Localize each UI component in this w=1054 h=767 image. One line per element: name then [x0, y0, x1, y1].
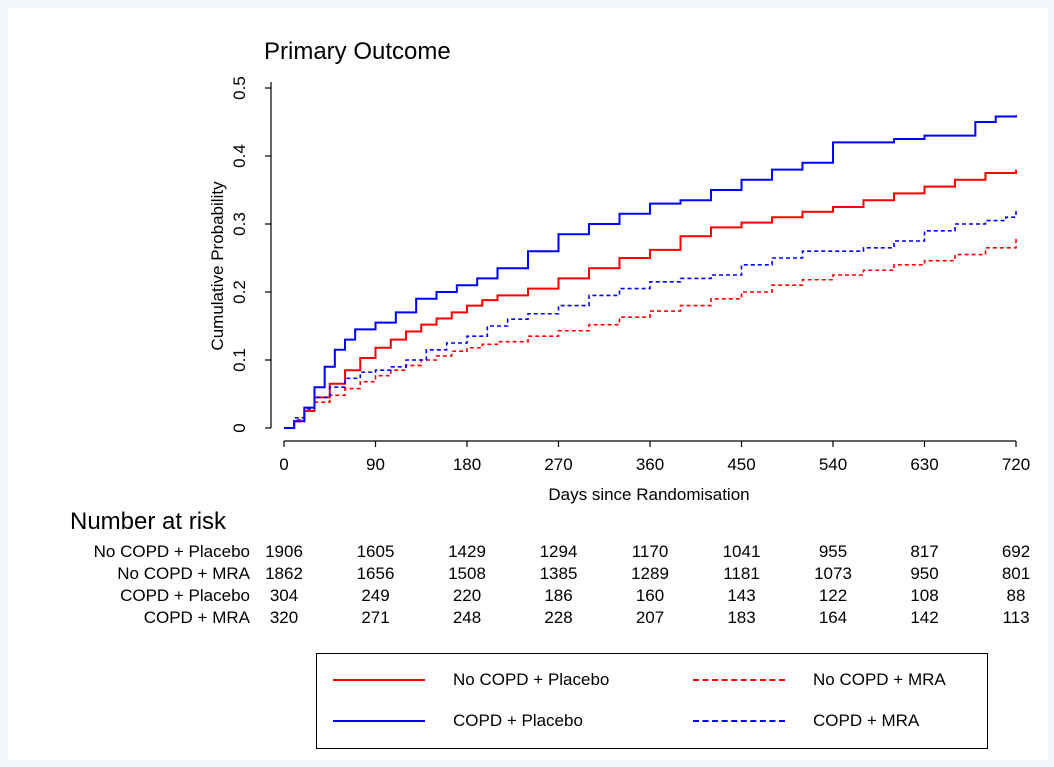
risk-value: 1181 — [723, 564, 760, 583]
y-tick-label: 0.4 — [230, 144, 249, 168]
risk-value: 1073 — [814, 564, 852, 583]
risk-value: 160 — [636, 586, 664, 605]
legend-item-copd-mra: COPD + MRA — [693, 709, 919, 733]
risk-value: 271 — [361, 608, 389, 627]
series-lines — [284, 115, 1017, 429]
risk-value: 113 — [1002, 608, 1029, 627]
x-tick-label: 270 — [544, 455, 572, 474]
risk-value: 801 — [1002, 564, 1030, 583]
legend-swatch — [693, 720, 785, 722]
risk-value: 1170 — [632, 542, 669, 561]
x-tick-label: 0 — [279, 455, 288, 474]
x-tick-label: 630 — [910, 455, 938, 474]
y-tick-label: 0.5 — [230, 76, 249, 100]
risk-value: 1294 — [540, 542, 578, 561]
risk-value: 955 — [819, 542, 847, 561]
risk-value: 164 — [819, 608, 847, 627]
risk-row-label: No COPD + Placebo — [94, 542, 250, 561]
risk-value: 143 — [727, 586, 755, 605]
risk-value: 249 — [361, 586, 389, 605]
risk-value: 692 — [1002, 542, 1030, 561]
risk-value: 950 — [910, 564, 938, 583]
legend-item-copd-placebo: COPD + Placebo — [333, 709, 583, 733]
chart-area: Primary Outcome 0 0.1 0.2 0.3 0.4 0.5 0 90 180 2… — [70, 38, 1031, 627]
legend-label: COPD + Placebo — [453, 711, 583, 730]
risk-value: 88 — [1007, 586, 1026, 605]
risk-row-label: COPD + MRA — [144, 608, 251, 627]
x-tick-label: 360 — [636, 455, 664, 474]
series-line-copd-placebo — [284, 115, 1017, 429]
legend: No COPD + Placebo No COPD + MRA COPD + P… — [316, 653, 988, 749]
risk-row-label: COPD + Placebo — [120, 586, 250, 605]
risk-value: 1385 — [540, 564, 578, 583]
figure-frame: Primary Outcome 0 0.1 0.2 0.3 0.4 0.5 0 90 180 2… — [8, 8, 1048, 760]
risk-table-title: Number at risk — [70, 508, 227, 535]
x-tick-label: 540 — [819, 455, 847, 474]
y-tick-label: 0.1 — [230, 348, 249, 372]
y-tick-label: 0.2 — [230, 280, 249, 304]
series-line-copd-mra — [284, 210, 1017, 429]
x-tick-label: 180 — [453, 455, 481, 474]
risk-value: 1906 — [265, 542, 303, 561]
legend-swatch — [333, 720, 425, 722]
x-ticks: 0 90 180 270 360 450 540 630 720 — [279, 441, 1030, 474]
risk-value: 1429 — [448, 542, 486, 561]
risk-value: 207 — [636, 608, 664, 627]
risk-value: 248 — [453, 608, 481, 627]
risk-value: 183 — [727, 608, 755, 627]
risk-value: 108 — [910, 586, 938, 605]
risk-value: 320 — [270, 608, 298, 627]
x-tick-label: 720 — [1002, 455, 1030, 474]
legend-item-no-copd-mra: No COPD + MRA — [693, 668, 946, 692]
legend-item-no-copd-placebo: No COPD + Placebo — [333, 668, 609, 692]
risk-value: 1289 — [631, 564, 669, 583]
risk-value: 1605 — [357, 542, 395, 561]
y-ticks: 0 0.1 0.2 0.3 0.4 0.5 — [230, 76, 271, 433]
risk-value: 1041 — [723, 542, 761, 561]
risk-value: 186 — [544, 586, 572, 605]
risk-value: 1656 — [357, 564, 395, 583]
series-line-no-copd-mra — [284, 238, 1017, 429]
risk-value: 142 — [910, 608, 938, 627]
risk-value: 122 — [819, 586, 847, 605]
risk-row-label: No COPD + MRA — [117, 564, 250, 583]
x-tick-label: 90 — [366, 455, 385, 474]
risk-value: 1862 — [265, 564, 303, 583]
chart-title: Primary Outcome — [264, 38, 451, 65]
x-axis-label: Days since Randomisation — [548, 485, 749, 504]
legend-label: COPD + MRA — [813, 711, 920, 730]
legend-swatch — [693, 679, 785, 681]
risk-value: 304 — [270, 586, 298, 605]
y-tick-label: 0.3 — [230, 212, 249, 236]
risk-value: 1508 — [448, 564, 486, 583]
legend-label: No COPD + Placebo — [453, 670, 610, 689]
risk-value: 817 — [910, 542, 938, 561]
y-axis-label: Cumulative Probability — [208, 181, 227, 351]
legend-swatch — [333, 679, 425, 681]
risk-value: 228 — [544, 608, 572, 627]
x-tick-label: 450 — [727, 455, 755, 474]
risk-table: No COPD + Placebo 1906 1605 1429 1294 1170 104… — [94, 542, 1031, 627]
legend-label: No COPD + MRA — [813, 670, 946, 689]
y-tick-label: 0 — [230, 423, 249, 432]
risk-value: 220 — [453, 586, 481, 605]
series-line-no-copd-placebo — [284, 169, 1017, 429]
